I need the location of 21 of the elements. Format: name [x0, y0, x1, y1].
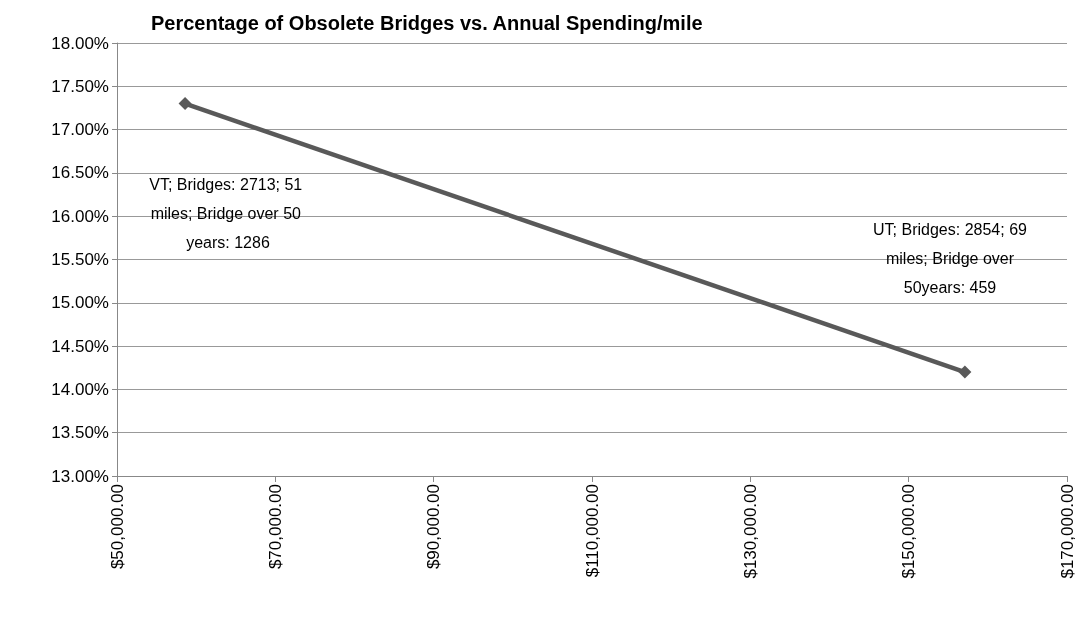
y-tick-label: 16.00% [51, 206, 109, 226]
y-tick-label: 14.50% [51, 336, 109, 356]
chart-title: Percentage of Obsolete Bridges vs. Annual Spending/mile [151, 12, 703, 34]
x-tick-label: $170,000.00 [1057, 484, 1077, 579]
y-tick-label: 14.00% [51, 379, 109, 399]
x-tick-label: $130,000.00 [740, 484, 760, 579]
x-tick-label: $110,000.00 [582, 484, 602, 578]
y-tick-label: 17.50% [51, 76, 109, 96]
x-tick-label: $70,000.00 [265, 484, 285, 570]
annotation: UT; Bridges: 2854; 69 miles; Bridge over 50years: 459 [873, 221, 1028, 296]
annotation: VT; Bridges: 2713; 51 miles; Bridge over 50 years: 1286 [149, 176, 307, 251]
y-tick-label: 15.00% [51, 293, 109, 313]
x-tick-label: $50,000.00 [107, 484, 127, 570]
y-tick-label: 13.50% [51, 423, 109, 443]
x-tick-label: $150,000.00 [899, 484, 919, 579]
y-tick-label: 15.50% [51, 250, 109, 269]
y-tick-label: 16.50% [51, 163, 109, 183]
y-tick-label: 17.00% [51, 120, 109, 140]
y-tick-label: 13.00% [51, 466, 109, 486]
x-tick-label: $90,000.00 [424, 484, 444, 570]
y-tick-label: 18.00% [51, 33, 109, 53]
